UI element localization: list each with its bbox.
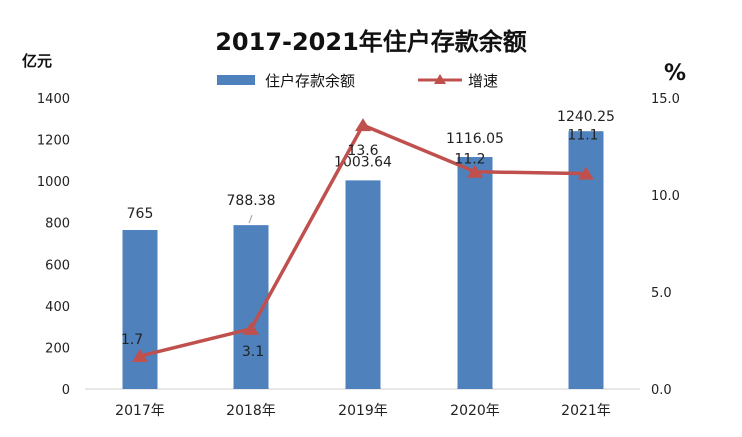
- bar-value-label: 788.38: [227, 193, 276, 209]
- right-tick-label: 15.0: [651, 92, 680, 107]
- bar: [345, 180, 381, 389]
- category-label: 2021年: [561, 403, 611, 419]
- left-tick-label: 1200: [37, 134, 70, 149]
- bar-value-label: 1003.64: [334, 154, 392, 170]
- x-axis-categories: 2017年 2018年 2019年 2020年 2021年: [115, 403, 611, 419]
- growth-value-label: 13.6: [347, 143, 378, 159]
- category-label: 2019年: [338, 403, 388, 419]
- legend-bar-swatch-icon: [217, 75, 255, 85]
- bar-value-label: 765: [127, 206, 154, 222]
- category-label: 2020年: [450, 403, 500, 419]
- chart-title: 2017-2021年住户存款余额: [215, 28, 527, 56]
- left-tick-label: 400: [45, 300, 70, 315]
- triangle-marker-icon: [578, 166, 594, 180]
- growth-value-label: 11.1: [567, 128, 598, 144]
- left-tick-label: 200: [45, 341, 70, 356]
- left-axis-unit: 亿元: [22, 52, 52, 70]
- triangle-marker-icon: [467, 164, 483, 178]
- right-tick-label: 10.0: [651, 189, 680, 204]
- right-tick-label: 5.0: [651, 286, 672, 301]
- line-series: [132, 118, 594, 363]
- left-axis: 0 200 400 600 800 1000 1200 1400: [37, 92, 70, 398]
- left-tick-label: 1400: [37, 92, 70, 107]
- bar: [457, 157, 493, 389]
- bar: [122, 229, 158, 389]
- growth-value-label: 3.1: [242, 344, 264, 360]
- legend-bar-label: 住户存款余额: [265, 72, 355, 90]
- bar-value-label: 1240.25: [557, 109, 615, 125]
- triangle-marker-icon: [243, 321, 259, 335]
- left-tick-label: 0: [62, 383, 70, 398]
- label-leader-line: [248, 214, 253, 224]
- bar-data-labels: 765 788.38 1003.64 1116.05 1240.25: [127, 109, 615, 224]
- growth-value-label: 11.2: [454, 152, 485, 168]
- right-axis-unit: %: [664, 61, 686, 86]
- left-tick-label: 1000: [37, 175, 70, 190]
- left-tick-label: 600: [45, 258, 70, 273]
- legend: 住户存款余额 增速: [217, 72, 498, 90]
- category-label: 2018年: [226, 403, 276, 419]
- right-axis: 0.0 5.0 10.0 15.0: [651, 92, 680, 398]
- bar-series: [122, 131, 604, 389]
- triangle-marker-icon: [132, 349, 148, 363]
- legend-line-label: 增速: [468, 72, 498, 90]
- line-data-labels: 1.7 3.1 13.6 11.2 11.1: [121, 128, 599, 360]
- category-label: 2017年: [115, 403, 165, 419]
- growth-value-label: 1.7: [121, 332, 143, 348]
- legend-triangle-marker-icon: [434, 74, 446, 84]
- right-tick-label: 0.0: [651, 383, 672, 398]
- bar-value-label: 1116.05: [446, 131, 504, 147]
- triangle-marker-icon: [355, 118, 371, 132]
- left-tick-label: 800: [45, 217, 70, 232]
